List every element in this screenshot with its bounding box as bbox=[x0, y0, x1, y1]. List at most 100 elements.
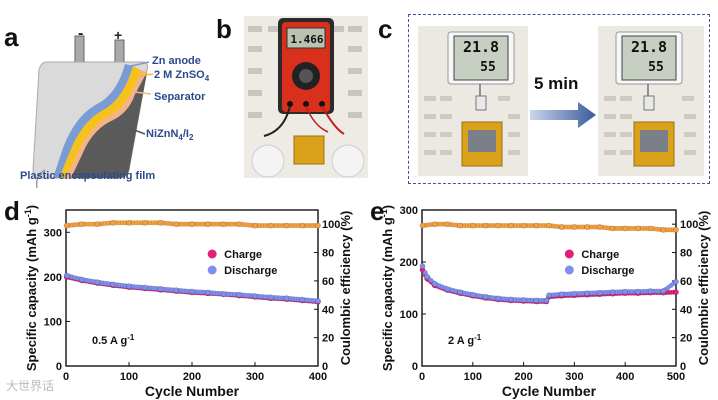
data-point-anchor bbox=[558, 224, 565, 230]
data-point-anchor bbox=[660, 227, 667, 233]
x-tick-label: 400 bbox=[616, 371, 634, 383]
data-point-anchor bbox=[596, 289, 603, 296]
data-point-anchor bbox=[110, 281, 117, 288]
y2-tick-label: 0 bbox=[322, 361, 328, 373]
data-point-anchor bbox=[315, 222, 321, 229]
film-label: Plastic encapsulating film bbox=[20, 170, 156, 182]
pouch-cell-shape bbox=[293, 135, 325, 165]
y2-tick-label: 100 bbox=[680, 219, 698, 231]
data-point-anchor bbox=[283, 295, 290, 302]
separator-layer-shape bbox=[65, 70, 147, 178]
zn-anode-label: Zn anode bbox=[152, 55, 201, 67]
x-tick-label: 200 bbox=[514, 371, 532, 383]
y-tick-label: 100 bbox=[400, 309, 418, 321]
multimeter-reading: 1.466 bbox=[290, 33, 324, 46]
data-point-anchor bbox=[520, 222, 527, 229]
positive-terminal-icon bbox=[114, 39, 125, 65]
y2-tick-label: 60 bbox=[680, 276, 692, 288]
data-point-anchor bbox=[141, 219, 148, 226]
series-coulombic-efficiency bbox=[419, 221, 679, 233]
y-axis-title: Specific capacity (mAh g-1) bbox=[23, 205, 39, 371]
data-point-anchor bbox=[622, 288, 629, 295]
y-axis-title-close: ) bbox=[24, 205, 39, 209]
data-point-anchor bbox=[252, 222, 258, 229]
temp-reading-before: 21.8 bbox=[462, 38, 500, 56]
watermark: 大世界话 bbox=[6, 379, 55, 393]
x-axis-title: Cycle Number bbox=[145, 383, 240, 399]
data-point-anchor bbox=[482, 293, 489, 300]
data-point-anchor bbox=[457, 222, 463, 229]
data-point-anchor bbox=[571, 224, 578, 230]
legend-marker-charge bbox=[564, 249, 574, 259]
data-point-anchor bbox=[189, 221, 195, 228]
y2-tick-label: 60 bbox=[322, 276, 334, 288]
hygrometer-photo-after: 21.8 55 bbox=[598, 26, 704, 176]
y-axis-title: Specific capacity (mAh g-1) bbox=[379, 205, 395, 371]
data-point-anchor bbox=[533, 297, 540, 304]
data-point-anchor bbox=[647, 288, 654, 294]
data-point-anchor bbox=[444, 286, 451, 292]
data-point-anchor bbox=[584, 290, 590, 297]
y-axis-title-main: Specific capacity (mAh g bbox=[24, 217, 39, 371]
y2-tick-label: 100 bbox=[322, 219, 340, 231]
battery-schematic bbox=[32, 35, 154, 189]
data-point-anchor bbox=[78, 221, 85, 228]
multimeter-photo: 1.466 bbox=[244, 16, 368, 178]
y2-axis-title: Coulombic efficiency (%) bbox=[696, 211, 711, 366]
data-point-anchor bbox=[469, 291, 476, 298]
y2-axis-title: Coulombic efficiency (%) bbox=[338, 211, 353, 366]
x-tick-label: 100 bbox=[120, 371, 138, 383]
data-point-anchor bbox=[204, 221, 211, 228]
data-point-anchor bbox=[660, 288, 667, 294]
humidity-reading-after: 55 bbox=[648, 60, 664, 75]
cathode-label: NiZnN4/I2 bbox=[146, 128, 194, 143]
data-point-anchor bbox=[533, 222, 540, 229]
legend-label-discharge: Discharge bbox=[224, 265, 277, 277]
series-discharge bbox=[419, 263, 679, 304]
cathode-layer-shape bbox=[71, 72, 147, 178]
data-point-anchor bbox=[495, 295, 502, 302]
y-axis-title-close: ) bbox=[380, 205, 395, 209]
data-point-anchor bbox=[220, 221, 227, 228]
arrow-icon bbox=[530, 102, 596, 128]
data-point-anchor bbox=[431, 280, 438, 287]
data-point-anchor bbox=[673, 278, 679, 285]
y-tick-label: 200 bbox=[44, 272, 62, 284]
data-point-anchor bbox=[508, 296, 514, 303]
data-point-anchor bbox=[424, 273, 430, 280]
y-tick-label: 300 bbox=[400, 205, 418, 217]
x-axis-title: Cycle Number bbox=[502, 383, 597, 399]
data-point-anchor bbox=[457, 289, 463, 296]
x-tick-label: 100 bbox=[464, 371, 482, 383]
y2-tick-label: 20 bbox=[322, 333, 334, 345]
data-point-anchor bbox=[609, 225, 616, 232]
data-point-anchor bbox=[126, 219, 132, 226]
series-charge bbox=[419, 266, 679, 305]
data-point-anchor bbox=[444, 221, 451, 228]
arrow-time-label: 5 min bbox=[534, 74, 579, 93]
data-point-anchor bbox=[267, 294, 274, 301]
data-point-anchor bbox=[157, 286, 164, 292]
y-axis-title-main: Specific capacity (mAh g bbox=[380, 217, 395, 371]
data-point-anchor bbox=[78, 276, 85, 283]
legend-marker-charge bbox=[207, 249, 217, 259]
data-point-anchor bbox=[673, 227, 679, 233]
y-tick-label: 0 bbox=[412, 361, 418, 373]
legend: Charge Discharge bbox=[564, 249, 635, 277]
data-point-anchor bbox=[315, 298, 321, 304]
y2-tick-label: 80 bbox=[322, 248, 334, 260]
x-tick-label: 500 bbox=[667, 371, 685, 383]
y2-tick-label: 40 bbox=[322, 304, 334, 316]
x-tick-label: 400 bbox=[309, 371, 327, 383]
data-point-anchor bbox=[94, 279, 101, 286]
chart-d: 0 100 200 300 4000100200300020406080100Cycle… bbox=[23, 205, 353, 399]
data-point-anchor bbox=[94, 221, 101, 228]
data-point-anchor bbox=[469, 222, 476, 229]
data-point-anchor bbox=[609, 289, 616, 296]
x-tick-label: 300 bbox=[246, 371, 264, 383]
x-tick-label: 200 bbox=[183, 371, 201, 383]
data-point-anchor bbox=[571, 290, 578, 297]
data-point-anchor bbox=[596, 224, 603, 230]
legend-label-charge: Charge bbox=[224, 249, 262, 261]
data-point-anchor bbox=[419, 222, 426, 229]
